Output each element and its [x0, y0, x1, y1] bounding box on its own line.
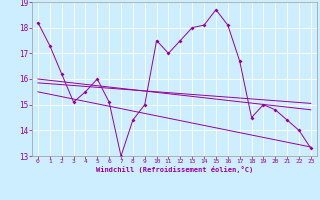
X-axis label: Windchill (Refroidissement éolien,°C): Windchill (Refroidissement éolien,°C)	[96, 166, 253, 173]
